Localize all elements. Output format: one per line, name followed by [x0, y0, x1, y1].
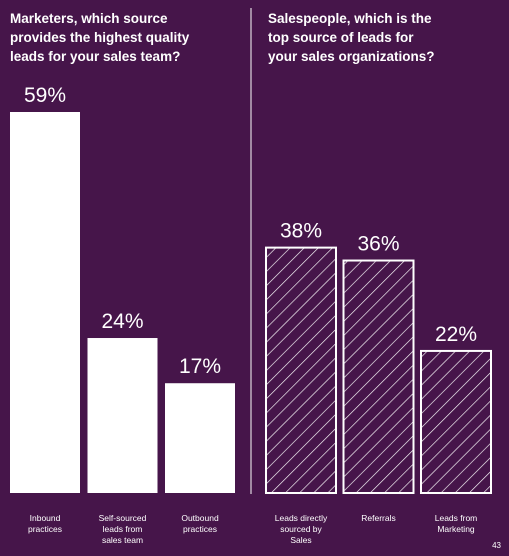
value-label-right-2: 22%: [435, 323, 477, 346]
bar-left-1: [87, 338, 158, 493]
right-chart-title: Salespeople, which is the top source of …: [268, 11, 435, 64]
category-label-left-2: Outbound practices: [181, 513, 219, 534]
category-label-right-2: Leads from Marketing: [435, 513, 478, 534]
category-label-left-1: Self-sourced leads from sales team: [99, 513, 147, 545]
value-label-left-0: 59%: [24, 84, 66, 107]
category-label-right-0: Leads directly sourced by Sales: [275, 513, 328, 545]
category-label-left-0: Inbound practices: [28, 513, 62, 534]
value-label-left-1: 24%: [101, 310, 143, 333]
value-label-left-2: 17%: [179, 355, 221, 378]
page-number: 43: [492, 541, 501, 550]
value-label-right-1: 36%: [357, 233, 399, 256]
category-label-right-1: Referrals: [361, 513, 395, 523]
left-chart-title: Marketers, which source provides the hig…: [10, 11, 190, 64]
value-label-right-0: 38%: [280, 220, 322, 243]
bar-right-2: [420, 349, 492, 494]
bar-right-1: [342, 259, 415, 494]
bar-left-0: [10, 112, 80, 493]
bar-right-0: [265, 246, 337, 494]
bar-left-2: [165, 383, 235, 493]
